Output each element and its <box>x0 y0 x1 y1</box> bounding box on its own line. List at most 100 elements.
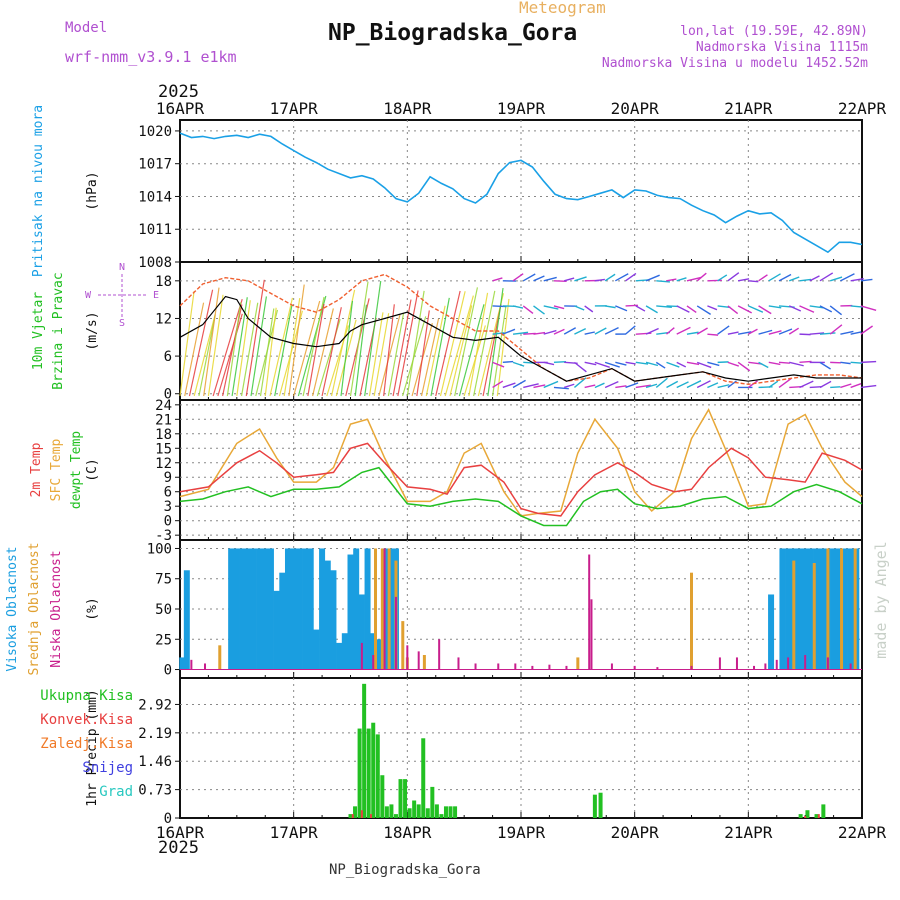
cloud-bar-2 <box>753 665 756 670</box>
wind-arrow <box>615 305 628 312</box>
cloud-bar-2 <box>548 664 551 670</box>
wind-title-line1: 10m Vjetar <box>31 292 46 370</box>
cloud-bar-0 <box>279 572 286 670</box>
wind-arrow <box>707 333 719 336</box>
wind-arrow <box>860 278 873 282</box>
precip-bar-0 <box>366 728 371 818</box>
wind-arrow <box>274 305 293 397</box>
precip-bar-0 <box>805 810 810 818</box>
wind-arrow <box>439 291 466 397</box>
wind-arrow <box>799 360 812 364</box>
wind-arrow <box>860 305 877 312</box>
panel-unit-label: (m/s) <box>85 311 100 350</box>
panel-unit-label: (C) <box>85 458 100 481</box>
cloud-bar-0 <box>324 560 331 670</box>
wind-arrow <box>768 273 781 282</box>
precip-bar-0 <box>798 814 803 818</box>
wind-arrow <box>799 305 815 313</box>
cloud-bar-0 <box>228 548 235 670</box>
wind-arrow <box>259 308 275 397</box>
wind-arrow <box>283 297 301 397</box>
wind-arrow <box>378 313 401 397</box>
wind-arrow <box>543 380 559 389</box>
cloud-bar-2 <box>531 665 534 670</box>
wind-arrow <box>758 274 768 282</box>
top-date-label: 20APR <box>611 99 660 118</box>
wind-arrow <box>696 272 707 282</box>
cloud-bar-2 <box>656 667 659 670</box>
cloud-bar-2 <box>394 596 397 670</box>
cloud-bar-2 <box>690 665 693 670</box>
wind-arrow <box>727 272 740 282</box>
wind-arrow <box>676 361 687 368</box>
location-lonlat: lon,lat (19.59E, 42.89N) <box>680 24 868 39</box>
wind-arrow <box>198 315 216 397</box>
wind-arrow <box>850 305 863 308</box>
cloud-bar-0 <box>233 548 240 670</box>
wind-arrow <box>604 273 616 282</box>
wind-arrow <box>240 302 259 397</box>
wind-arrow <box>778 378 792 389</box>
cloud-bar-0 <box>307 548 314 670</box>
pressure-title: Pritisak na nivou mora <box>31 105 46 277</box>
wind-arrow <box>655 361 666 369</box>
wind-arrow <box>819 272 834 282</box>
precip-bars-group <box>348 683 826 818</box>
cloud-bar-2 <box>514 663 517 670</box>
panel-unit-label: 1hr Precip (mm) <box>85 689 100 806</box>
wind-arrow <box>748 280 759 283</box>
wind-arrow <box>553 386 569 390</box>
cloud-title-low: Niska Oblacnost <box>49 550 64 667</box>
wind-arrow <box>594 327 607 335</box>
cloud-bar-2 <box>718 657 721 670</box>
y-tick-label: 75 <box>155 572 172 588</box>
wind-key-w: W <box>85 290 92 301</box>
wind-arrow <box>850 383 862 389</box>
year-bottom: 2025 <box>158 838 199 858</box>
precip-bar-0 <box>592 794 597 818</box>
wind-arrow <box>368 312 384 397</box>
cloud-bar-0 <box>779 548 786 670</box>
wind-arrow <box>491 306 507 397</box>
cloud-bar-0 <box>807 548 814 670</box>
precip-bar-0 <box>453 806 458 818</box>
wind-arrow <box>666 361 680 368</box>
y-tick-label: 1.46 <box>138 754 172 770</box>
wind-arrow <box>645 383 658 389</box>
wind-arrow <box>645 327 659 335</box>
wind-arrow <box>686 305 697 314</box>
cloud-bar-2 <box>497 663 500 670</box>
wind-arrow <box>615 273 629 282</box>
precip-bar-0 <box>357 728 362 818</box>
wind-arrow <box>676 326 691 335</box>
wind-arrow <box>553 305 565 310</box>
wind-arrow <box>307 303 325 397</box>
location-altitude: Nadmorska Visina 1115m <box>695 40 868 55</box>
precip-bar-0 <box>375 734 380 818</box>
precip-bar-1 <box>369 814 372 818</box>
wind-arrow <box>449 305 473 397</box>
wind-arrow <box>212 298 243 397</box>
top-date-label: 16APR <box>156 99 205 118</box>
footer-station: NP_Biogradska_Gora <box>329 862 481 878</box>
wind-arrow <box>727 361 739 367</box>
wind-arrow <box>203 287 220 397</box>
wind-arrow <box>819 305 833 313</box>
wind-arrow <box>512 273 524 282</box>
meteogram-label: Meteogram <box>519 0 606 17</box>
wind-arrow <box>850 331 862 335</box>
wind-arrow <box>819 361 831 370</box>
wind-arrow <box>512 361 525 367</box>
y-tick-label: 2.92 <box>138 697 172 713</box>
wind-arrow <box>564 277 575 282</box>
wind-arrow <box>737 331 752 335</box>
cloud-bar-2 <box>372 655 375 670</box>
precip-bar-0 <box>448 806 453 818</box>
wind-direction-key: N S W E <box>85 262 159 329</box>
wind-arrow <box>435 290 461 397</box>
cloud-bar-0 <box>802 548 809 670</box>
wind-arrow <box>512 305 524 309</box>
wind-arrow <box>635 305 646 312</box>
cloud-bar-0 <box>179 657 186 670</box>
wind-arrow <box>543 305 559 310</box>
